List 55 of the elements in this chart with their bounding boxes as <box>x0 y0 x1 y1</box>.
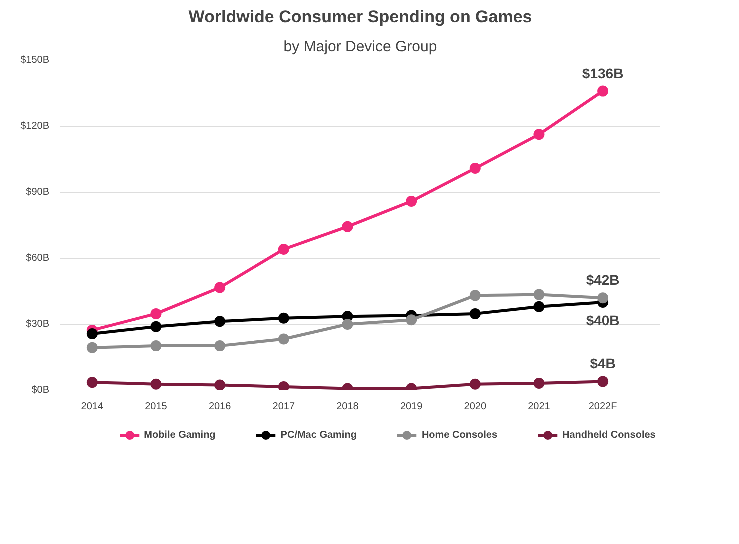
point <box>598 376 609 388</box>
point <box>214 340 226 352</box>
point <box>278 381 290 390</box>
point <box>534 289 545 300</box>
x-tick-label: 2021 <box>528 402 551 412</box>
point <box>342 221 354 232</box>
point <box>214 380 226 390</box>
point <box>598 292 609 304</box>
point <box>86 328 98 340</box>
point <box>470 308 481 320</box>
point <box>470 378 481 390</box>
y-tick-label: $60B <box>26 253 50 264</box>
point <box>534 378 545 389</box>
point <box>278 244 290 255</box>
x-tick-label: 2016 <box>208 402 232 412</box>
x-tick-label: 2014 <box>81 402 104 412</box>
point <box>150 308 162 320</box>
legend-label: Mobile Gaming <box>144 430 216 440</box>
chart-subtitle: by Major Device Group <box>284 38 438 56</box>
x-tick-label: 2022F <box>588 402 618 412</box>
point <box>406 314 418 326</box>
point <box>534 129 545 140</box>
point <box>406 196 418 208</box>
annotation: $136B <box>582 65 624 82</box>
point <box>150 340 162 352</box>
annotation: $4B <box>590 356 616 372</box>
point <box>278 312 290 324</box>
annotation: $40B <box>586 312 620 328</box>
y-tick-label: $30B <box>26 319 50 330</box>
point <box>86 377 98 388</box>
x-tick-label: 2015 <box>145 402 168 412</box>
point <box>470 163 481 174</box>
point <box>150 378 162 390</box>
legend-label: Handheld Consoles <box>562 430 656 440</box>
point <box>214 316 226 328</box>
y-tick-label: $90B <box>26 187 50 198</box>
legend-label: PC/Mac Gaming <box>280 430 357 440</box>
x-tick-label: 2020 <box>464 402 487 412</box>
y-tick-label: $150B <box>20 55 50 66</box>
point <box>470 290 481 302</box>
x-tick-label: 2019 <box>400 402 424 412</box>
y-tick-label: $120B <box>20 121 50 132</box>
point <box>86 342 98 354</box>
point <box>598 86 609 97</box>
x-tick-label: 2018 <box>336 402 360 412</box>
point <box>214 282 226 294</box>
chart-title: Worldwide Consumer Spending on Games <box>188 8 532 26</box>
y-tick-label: $0B <box>32 385 50 396</box>
point <box>278 334 290 345</box>
point <box>534 301 545 312</box>
point <box>342 319 354 330</box>
annotation: $42B <box>586 272 620 288</box>
x-tick-label: 2017 <box>272 402 296 412</box>
legend-label: Home Consoles <box>422 430 498 440</box>
point <box>150 321 162 332</box>
